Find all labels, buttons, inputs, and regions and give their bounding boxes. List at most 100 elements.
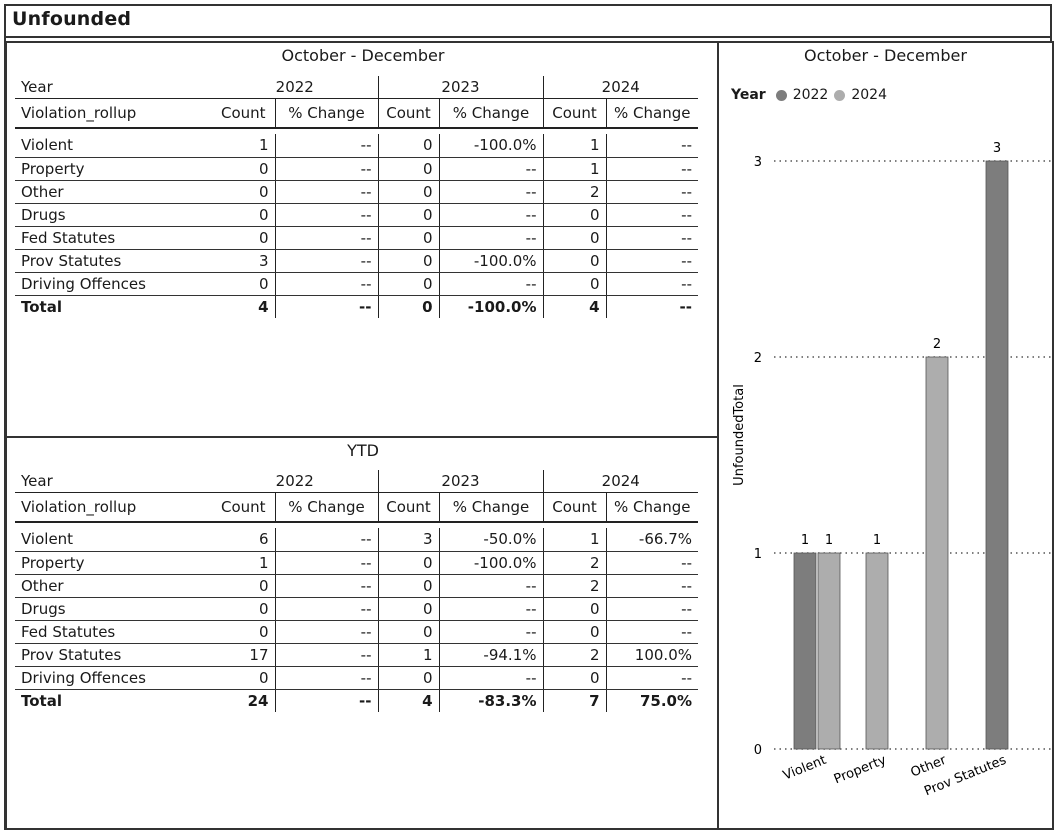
count-cell-2024: 2 xyxy=(543,551,607,575)
count-cell-2022: 0 xyxy=(212,272,276,296)
change-header-2023: % Change xyxy=(439,492,544,523)
total-row: Total 4 -- 0 -100.0% 4 -- xyxy=(15,294,698,318)
count-cell-2022: 0 xyxy=(212,574,276,598)
change-cell-2022: -- xyxy=(275,666,379,690)
count-cell-2022: 0 xyxy=(212,203,276,227)
change-cell-2023: -100.0% xyxy=(439,249,544,273)
quarter-table-panel: October - December Year 2022 2023 2024 Viola… xyxy=(5,41,721,438)
change-cell-2024: -- xyxy=(606,249,698,273)
table-row: Property 0 -- 0 -- 1 -- xyxy=(15,157,698,181)
count-header-2022: Count xyxy=(212,98,276,129)
count-cell-2024: 0 xyxy=(543,666,607,690)
change-cell-2023: -- xyxy=(439,203,544,227)
row-label: Other xyxy=(15,574,212,598)
change-cell-2023: -- xyxy=(439,620,544,644)
change-cell-2022: -- xyxy=(275,294,379,318)
count-header-2024: Count xyxy=(543,492,607,523)
change-cell-2024: -- xyxy=(606,620,698,644)
ytd-matrix-table: Year 2022 2023 2024 Violation_rollup Count% C… xyxy=(15,470,698,712)
count-cell-2022: 0 xyxy=(212,157,276,181)
chart-title: October - December xyxy=(804,46,967,65)
count-header-2022: Count xyxy=(212,492,276,523)
count-cell-2022: 6 xyxy=(212,528,276,552)
page-title: Unfounded xyxy=(12,8,132,30)
count-cell-2024: 1 xyxy=(543,157,607,181)
change-cell-2024: -- xyxy=(606,272,698,296)
count-cell-2023: 0 xyxy=(378,203,440,227)
column-header-row: Violation_rollup Count% Change Count% Chan… xyxy=(15,98,698,129)
count-cell-2024: 0 xyxy=(543,272,607,296)
table-row: Prov Statutes 3 -- 0 -100.0% 0 -- xyxy=(15,249,698,273)
row-label: Total xyxy=(15,688,212,712)
change-header-2024: % Change xyxy=(606,98,698,129)
count-cell-2022: 4 xyxy=(212,294,276,318)
change-cell-2022: -- xyxy=(275,157,379,181)
count-cell-2023: 0 xyxy=(378,134,440,158)
count-cell-2024: 4 xyxy=(543,294,607,318)
bar-property-2024[interactable] xyxy=(865,552,889,750)
data-label: 1 xyxy=(873,533,881,548)
row-label: Prov Statutes xyxy=(15,643,212,667)
count-cell-2024: 2 xyxy=(543,180,607,204)
change-cell-2023: -100.0% xyxy=(439,294,544,318)
row-dimension-label: Violation_rollup xyxy=(15,98,212,129)
change-cell-2024: -- xyxy=(606,203,698,227)
count-cell-2022: 17 xyxy=(212,643,276,667)
count-cell-2022: 0 xyxy=(212,620,276,644)
table-row: Driving Offences 0 -- 0 -- 0 -- xyxy=(15,272,698,296)
y-tick-label: 3 xyxy=(754,155,762,170)
change-cell-2023: -- xyxy=(439,180,544,204)
table-row: Other 0 -- 0 -- 2 -- xyxy=(15,574,698,598)
chart-legend: Year 2022 2024 xyxy=(731,87,887,103)
table-row: Driving Offences 0 -- 0 -- 0 -- xyxy=(15,666,698,690)
bar-other-2024[interactable] xyxy=(925,356,949,750)
row-label: Driving Offences xyxy=(15,272,212,296)
y-tick-label: 1 xyxy=(754,547,762,562)
quarter-table-heading: October - December xyxy=(281,46,445,65)
bar-prov-statutes-2022[interactable] xyxy=(985,160,1009,750)
row-label: Property xyxy=(15,551,212,575)
count-cell-2022: 0 xyxy=(212,180,276,204)
count-cell-2023: 0 xyxy=(378,157,440,181)
change-cell-2022: -- xyxy=(275,688,379,712)
change-cell-2023: -100.0% xyxy=(439,551,544,575)
change-cell-2024: -- xyxy=(606,180,698,204)
year-header-2022: 2022 xyxy=(212,470,379,493)
bar-violent-2022[interactable] xyxy=(793,552,817,750)
legend-label-2022: 2022 xyxy=(792,87,829,103)
count-header-2024: Count xyxy=(543,98,607,129)
count-cell-2022: 1 xyxy=(212,551,276,575)
row-label: Violent xyxy=(15,528,212,552)
change-cell-2023: -- xyxy=(439,574,544,598)
change-cell-2024: 100.0% xyxy=(606,643,698,667)
count-cell-2023: 0 xyxy=(378,666,440,690)
quarter-matrix-table: Year 2022 2023 2024 Violation_rollup Count% C… xyxy=(15,76,698,318)
change-header-2022: % Change xyxy=(275,492,379,523)
year-label: Year xyxy=(15,76,212,99)
legend-swatch-2024 xyxy=(834,89,846,101)
row-label: Property xyxy=(15,157,212,181)
count-cell-2022: 3 xyxy=(212,249,276,273)
title-divider xyxy=(5,36,1052,38)
x-tick-label: Violent xyxy=(781,753,828,784)
count-cell-2022: 0 xyxy=(212,666,276,690)
change-cell-2024: -- xyxy=(606,134,698,158)
change-cell-2022: -- xyxy=(275,249,379,273)
count-cell-2023: 0 xyxy=(378,226,440,250)
data-label: 1 xyxy=(825,533,833,548)
count-cell-2023: 0 xyxy=(378,620,440,644)
legend-label-2024: 2024 xyxy=(851,87,887,103)
year-header-row: Year 2022 2023 2024 xyxy=(15,470,698,493)
table-row: Other 0 -- 0 -- 2 -- xyxy=(15,180,698,204)
year-header-2023: 2023 xyxy=(378,76,544,99)
count-cell-2023: 0 xyxy=(378,272,440,296)
table-row: Drugs 0 -- 0 -- 0 -- xyxy=(15,203,698,227)
year-header-2023: 2023 xyxy=(378,470,544,493)
legend-swatch-2022 xyxy=(775,89,787,101)
bar-violent-2024[interactable] xyxy=(817,552,841,750)
year-header-row: Year 2022 2023 2024 xyxy=(15,76,698,99)
legend-title: Year xyxy=(731,87,766,103)
change-cell-2022: -- xyxy=(275,597,379,621)
table-row: Fed Statutes 0 -- 0 -- 0 -- xyxy=(15,620,698,644)
